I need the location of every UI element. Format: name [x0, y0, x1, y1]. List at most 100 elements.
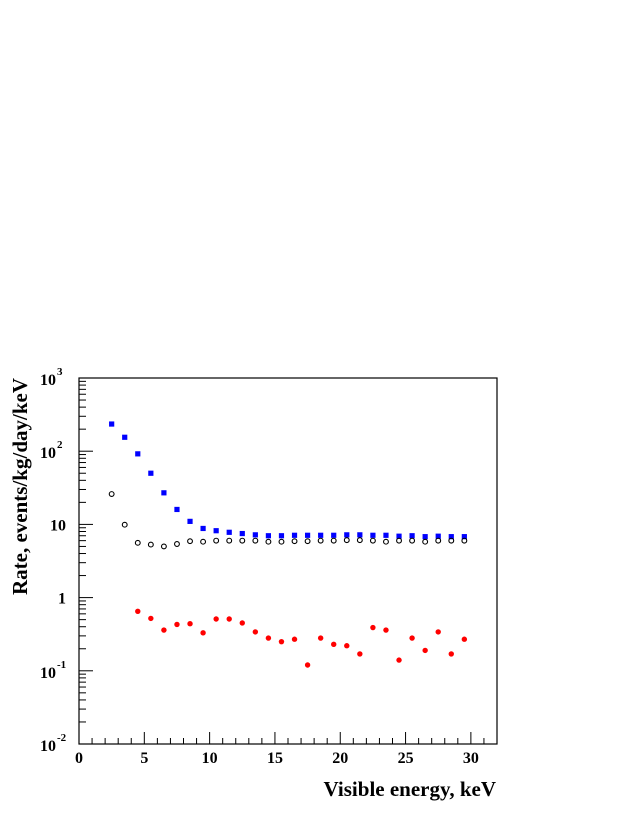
- data-point: [252, 532, 258, 538]
- data-point: [121, 521, 128, 528]
- data-point: [318, 532, 324, 538]
- data-point: [435, 533, 441, 539]
- series-3: [135, 608, 468, 668]
- data-point: [344, 643, 350, 649]
- y-tick-base: 1: [58, 591, 66, 608]
- data-point: [252, 537, 259, 544]
- data-point: [239, 530, 245, 537]
- data-point: [239, 620, 245, 626]
- data-point: [448, 534, 454, 540]
- data-point: [160, 543, 167, 550]
- x-tick-label: 0: [75, 750, 83, 767]
- data-point: [187, 620, 193, 627]
- y-tick-base: 10: [40, 738, 56, 755]
- y-tick-base: 10: [40, 665, 56, 682]
- data-point: [226, 529, 232, 535]
- data-point: [357, 651, 363, 657]
- data-point: [278, 638, 285, 645]
- data-point: [356, 537, 363, 544]
- data-point: [330, 537, 337, 544]
- data-point: [161, 490, 167, 496]
- y-tick-exponent: -1: [57, 659, 66, 671]
- data-point: [369, 537, 376, 544]
- data-point: [135, 608, 141, 614]
- data-point: [344, 532, 350, 538]
- data-point: [174, 621, 180, 628]
- y-tick-label: 10: [50, 517, 66, 534]
- data-point: [109, 421, 115, 427]
- y-tick-base: 10: [40, 372, 56, 389]
- plot-frame: [78, 377, 498, 745]
- data-point: [252, 629, 259, 635]
- data-point: [343, 537, 350, 544]
- data-point: [396, 537, 402, 544]
- data-point: [422, 647, 428, 654]
- data-point: [265, 538, 272, 545]
- y-tick-exponent: 3: [57, 366, 63, 378]
- data-point: [370, 532, 376, 538]
- data-point: [291, 636, 298, 642]
- data-point: [396, 533, 402, 539]
- data-point: [135, 451, 141, 457]
- x-axis-ticks: 0 5 10 15 20 25 30: [75, 732, 498, 767]
- data-point: [448, 537, 455, 544]
- data-point: [122, 434, 128, 440]
- data-point: [409, 635, 415, 641]
- series-1: [109, 421, 467, 540]
- data-point: [226, 537, 233, 544]
- x-tick-label: 5: [140, 750, 148, 767]
- data-point: [435, 629, 441, 635]
- y-tick-exponent: -2: [57, 732, 67, 744]
- data-point: [239, 537, 246, 544]
- data-point: [317, 537, 324, 544]
- data-point: [461, 537, 468, 544]
- data-point: [304, 538, 311, 545]
- data-point: [304, 662, 311, 668]
- data-point: [187, 518, 193, 524]
- data-point: [200, 630, 206, 636]
- data-point: [174, 506, 180, 513]
- data-point: [213, 537, 220, 544]
- data-point: [161, 627, 167, 633]
- y-tick-base: 10: [50, 517, 66, 534]
- data-point: [134, 539, 141, 546]
- y-tick-label: 10 3: [40, 366, 63, 389]
- y-tick-base: 10: [40, 445, 56, 462]
- x-tick-label: 30: [463, 750, 479, 767]
- data-point: [383, 532, 389, 538]
- data-point: [422, 534, 428, 540]
- data-point: [291, 538, 298, 545]
- data-point: [226, 616, 232, 622]
- series-2: [108, 491, 468, 550]
- data-point: [213, 528, 219, 534]
- data-point: [265, 635, 272, 641]
- data-point: [291, 532, 298, 538]
- x-tick-label: 10: [202, 750, 218, 767]
- data-point: [278, 538, 285, 545]
- y-tick-label: 10 -1: [40, 659, 66, 682]
- data-point: [422, 538, 429, 545]
- y-tick-label: 10 2: [40, 439, 63, 462]
- data-point: [108, 491, 115, 497]
- data-point: [409, 537, 416, 544]
- data-point: [383, 627, 389, 633]
- data-point: [383, 538, 389, 545]
- data-point: [370, 624, 376, 631]
- data-point: [357, 532, 363, 538]
- data-points: [108, 421, 468, 668]
- data-point: [331, 532, 337, 538]
- data-point: [461, 636, 468, 642]
- data-point: [448, 651, 454, 657]
- data-point: [147, 541, 154, 548]
- data-point: [331, 641, 337, 648]
- data-point: [317, 635, 324, 641]
- y-tick-label: 1: [58, 591, 66, 608]
- x-axis-title: Visible energy, keV: [324, 777, 496, 801]
- data-point: [187, 538, 193, 545]
- data-point: [148, 615, 154, 622]
- x-tick-label: 20: [332, 750, 348, 767]
- data-point: [200, 538, 207, 545]
- data-point: [461, 534, 467, 540]
